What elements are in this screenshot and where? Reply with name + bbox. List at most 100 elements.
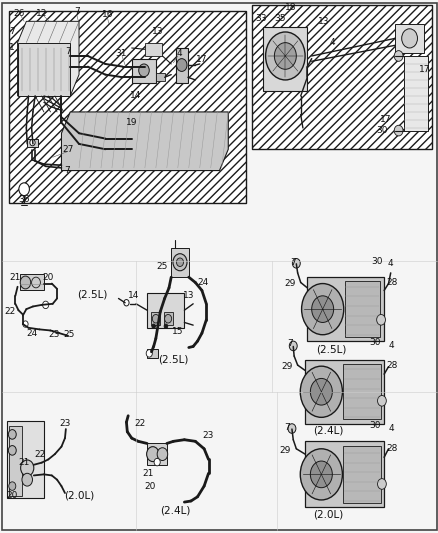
Bar — [9, 11, 245, 203]
Bar — [175, 48, 187, 83]
Circle shape — [19, 183, 29, 196]
Circle shape — [152, 324, 155, 328]
Text: 29: 29 — [280, 362, 292, 371]
Text: 18: 18 — [285, 4, 296, 12]
Polygon shape — [61, 112, 228, 171]
Text: (2.4L): (2.4L) — [160, 506, 191, 515]
Bar — [155, 73, 164, 81]
Bar — [307, 277, 383, 341]
Bar — [252, 5, 431, 149]
Text: 4: 4 — [176, 49, 181, 58]
Text: 13: 13 — [318, 17, 329, 26]
Circle shape — [377, 395, 385, 406]
Text: 21: 21 — [18, 458, 30, 467]
Text: 15: 15 — [172, 327, 183, 336]
Circle shape — [310, 461, 332, 488]
Circle shape — [289, 341, 297, 351]
Text: 22: 22 — [35, 450, 46, 458]
Bar — [394, 24, 423, 53]
Circle shape — [393, 125, 402, 136]
Text: 25: 25 — [155, 262, 167, 271]
Circle shape — [300, 366, 342, 417]
Text: 20: 20 — [144, 482, 155, 490]
Circle shape — [176, 258, 183, 266]
Bar — [27, 139, 38, 147]
Bar — [147, 293, 184, 328]
Circle shape — [30, 140, 35, 146]
Text: (2.5L): (2.5L) — [77, 289, 107, 299]
Circle shape — [176, 59, 187, 71]
Bar — [403, 56, 427, 131]
Text: 7: 7 — [9, 28, 15, 36]
Circle shape — [265, 32, 304, 80]
Text: 13: 13 — [152, 28, 163, 36]
Circle shape — [20, 276, 31, 289]
Circle shape — [377, 479, 385, 489]
Text: 20: 20 — [42, 273, 54, 281]
Text: 17: 17 — [418, 65, 430, 74]
Bar — [151, 312, 160, 325]
Bar — [263, 27, 307, 91]
Text: 16: 16 — [102, 11, 113, 19]
Circle shape — [376, 314, 385, 325]
Circle shape — [152, 314, 159, 323]
Text: (2.4L): (2.4L) — [312, 426, 343, 435]
Text: 22: 22 — [134, 419, 145, 428]
Text: 30: 30 — [369, 338, 380, 346]
Bar — [20, 274, 44, 290]
Text: 33: 33 — [255, 14, 266, 23]
Text: 22: 22 — [4, 308, 15, 316]
Circle shape — [21, 460, 34, 476]
Text: 26: 26 — [13, 9, 25, 18]
Bar — [9, 11, 245, 203]
Bar — [343, 446, 380, 503]
Bar — [147, 443, 166, 465]
Text: 30: 30 — [369, 421, 380, 430]
Text: 4: 4 — [388, 341, 393, 350]
Text: (2.0L): (2.0L) — [64, 491, 94, 500]
Polygon shape — [18, 43, 70, 96]
Text: (2.5L): (2.5L) — [158, 355, 188, 365]
Text: 4: 4 — [329, 38, 335, 47]
Text: 1: 1 — [9, 44, 15, 52]
Circle shape — [301, 284, 343, 335]
Polygon shape — [18, 21, 79, 96]
Bar — [9, 426, 22, 496]
Text: (2.5L): (2.5L) — [315, 344, 346, 354]
Text: 17: 17 — [379, 116, 390, 124]
Circle shape — [124, 300, 129, 306]
Circle shape — [164, 314, 171, 323]
Circle shape — [393, 51, 402, 61]
Text: (2.0L): (2.0L) — [313, 510, 343, 519]
Text: 23: 23 — [59, 419, 71, 428]
Text: 21: 21 — [10, 273, 21, 281]
Text: 23: 23 — [48, 330, 59, 338]
Circle shape — [42, 301, 49, 309]
Circle shape — [8, 446, 16, 455]
Text: 27: 27 — [62, 145, 74, 154]
Circle shape — [32, 277, 40, 288]
Circle shape — [146, 350, 152, 357]
Text: 7: 7 — [290, 258, 296, 266]
Text: 31: 31 — [115, 49, 126, 58]
Bar — [147, 349, 158, 358]
Text: 24: 24 — [197, 278, 208, 287]
Text: 28: 28 — [385, 278, 396, 287]
Text: 7: 7 — [74, 7, 80, 16]
Circle shape — [287, 424, 295, 433]
Text: 21: 21 — [142, 469, 154, 478]
Circle shape — [401, 29, 417, 48]
Text: 29: 29 — [279, 446, 290, 455]
Text: 19: 19 — [126, 118, 137, 127]
Text: 7: 7 — [65, 47, 71, 56]
Text: 23: 23 — [202, 432, 214, 440]
Text: 28: 28 — [385, 445, 396, 453]
Circle shape — [146, 447, 159, 462]
Text: 25: 25 — [64, 330, 75, 338]
Text: 7: 7 — [284, 423, 290, 432]
Bar — [252, 5, 431, 149]
Circle shape — [310, 378, 332, 405]
Text: 30: 30 — [375, 126, 387, 135]
Circle shape — [300, 449, 342, 500]
Text: 29: 29 — [283, 279, 295, 288]
